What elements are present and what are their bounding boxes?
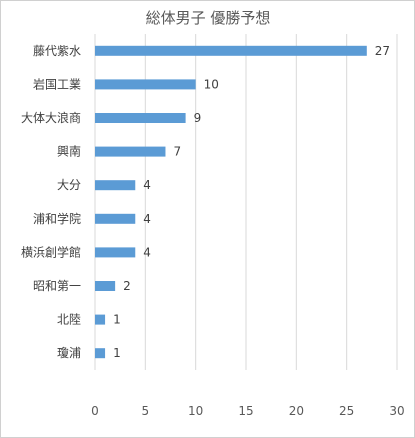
bar: [95, 113, 186, 123]
bar: [95, 247, 136, 258]
category-label: 横浜創学館: [21, 244, 81, 259]
bar: [95, 146, 166, 157]
data-label: 7: [173, 145, 181, 159]
category-label: 大分: [57, 178, 81, 192]
data-label: 4: [143, 245, 151, 259]
data-label: 4: [143, 212, 151, 226]
data-label: 9: [194, 111, 202, 125]
category-label: 浦和学院: [33, 211, 81, 226]
category-label: 瓊浦: [57, 345, 81, 360]
chart-title: 総体男子 優勝予想: [146, 9, 271, 27]
category-label: 北陸: [57, 313, 81, 327]
bar: [95, 348, 106, 359]
category-label: 藤代紫水: [33, 44, 81, 58]
bar: [95, 45, 367, 56]
data-labels: 27 10 9 7 4 4 4 2 1 1: [113, 44, 390, 360]
data-label: 10: [204, 77, 219, 91]
category-label: 興南: [57, 144, 81, 159]
bar: [95, 281, 116, 291]
bars: [95, 45, 367, 359]
bar: [95, 213, 136, 224]
x-tick-label: 30: [389, 404, 404, 418]
data-label: 4: [143, 178, 151, 192]
bar: [95, 79, 196, 90]
category-label: 昭和第一: [33, 279, 81, 293]
x-tick-label: 0: [91, 404, 99, 418]
x-tick-label: 5: [142, 404, 150, 418]
x-tick-label: 20: [289, 404, 304, 418]
bar: [95, 314, 106, 325]
x-axis-ticks: 0 5 10 15 20 25 30: [91, 404, 404, 418]
category-label: 岩国工業: [33, 76, 81, 91]
data-label: 1: [113, 313, 121, 327]
bar: [95, 180, 136, 191]
data-label: 27: [375, 44, 390, 58]
x-tick-label: 15: [238, 404, 253, 418]
x-tick-label: 25: [339, 404, 354, 418]
x-tick-label: 10: [188, 404, 203, 418]
data-label: 1: [113, 346, 121, 360]
category-label: 大体大浪商: [21, 110, 81, 125]
data-label: 2: [123, 279, 131, 293]
gridlines: [94, 34, 398, 370]
